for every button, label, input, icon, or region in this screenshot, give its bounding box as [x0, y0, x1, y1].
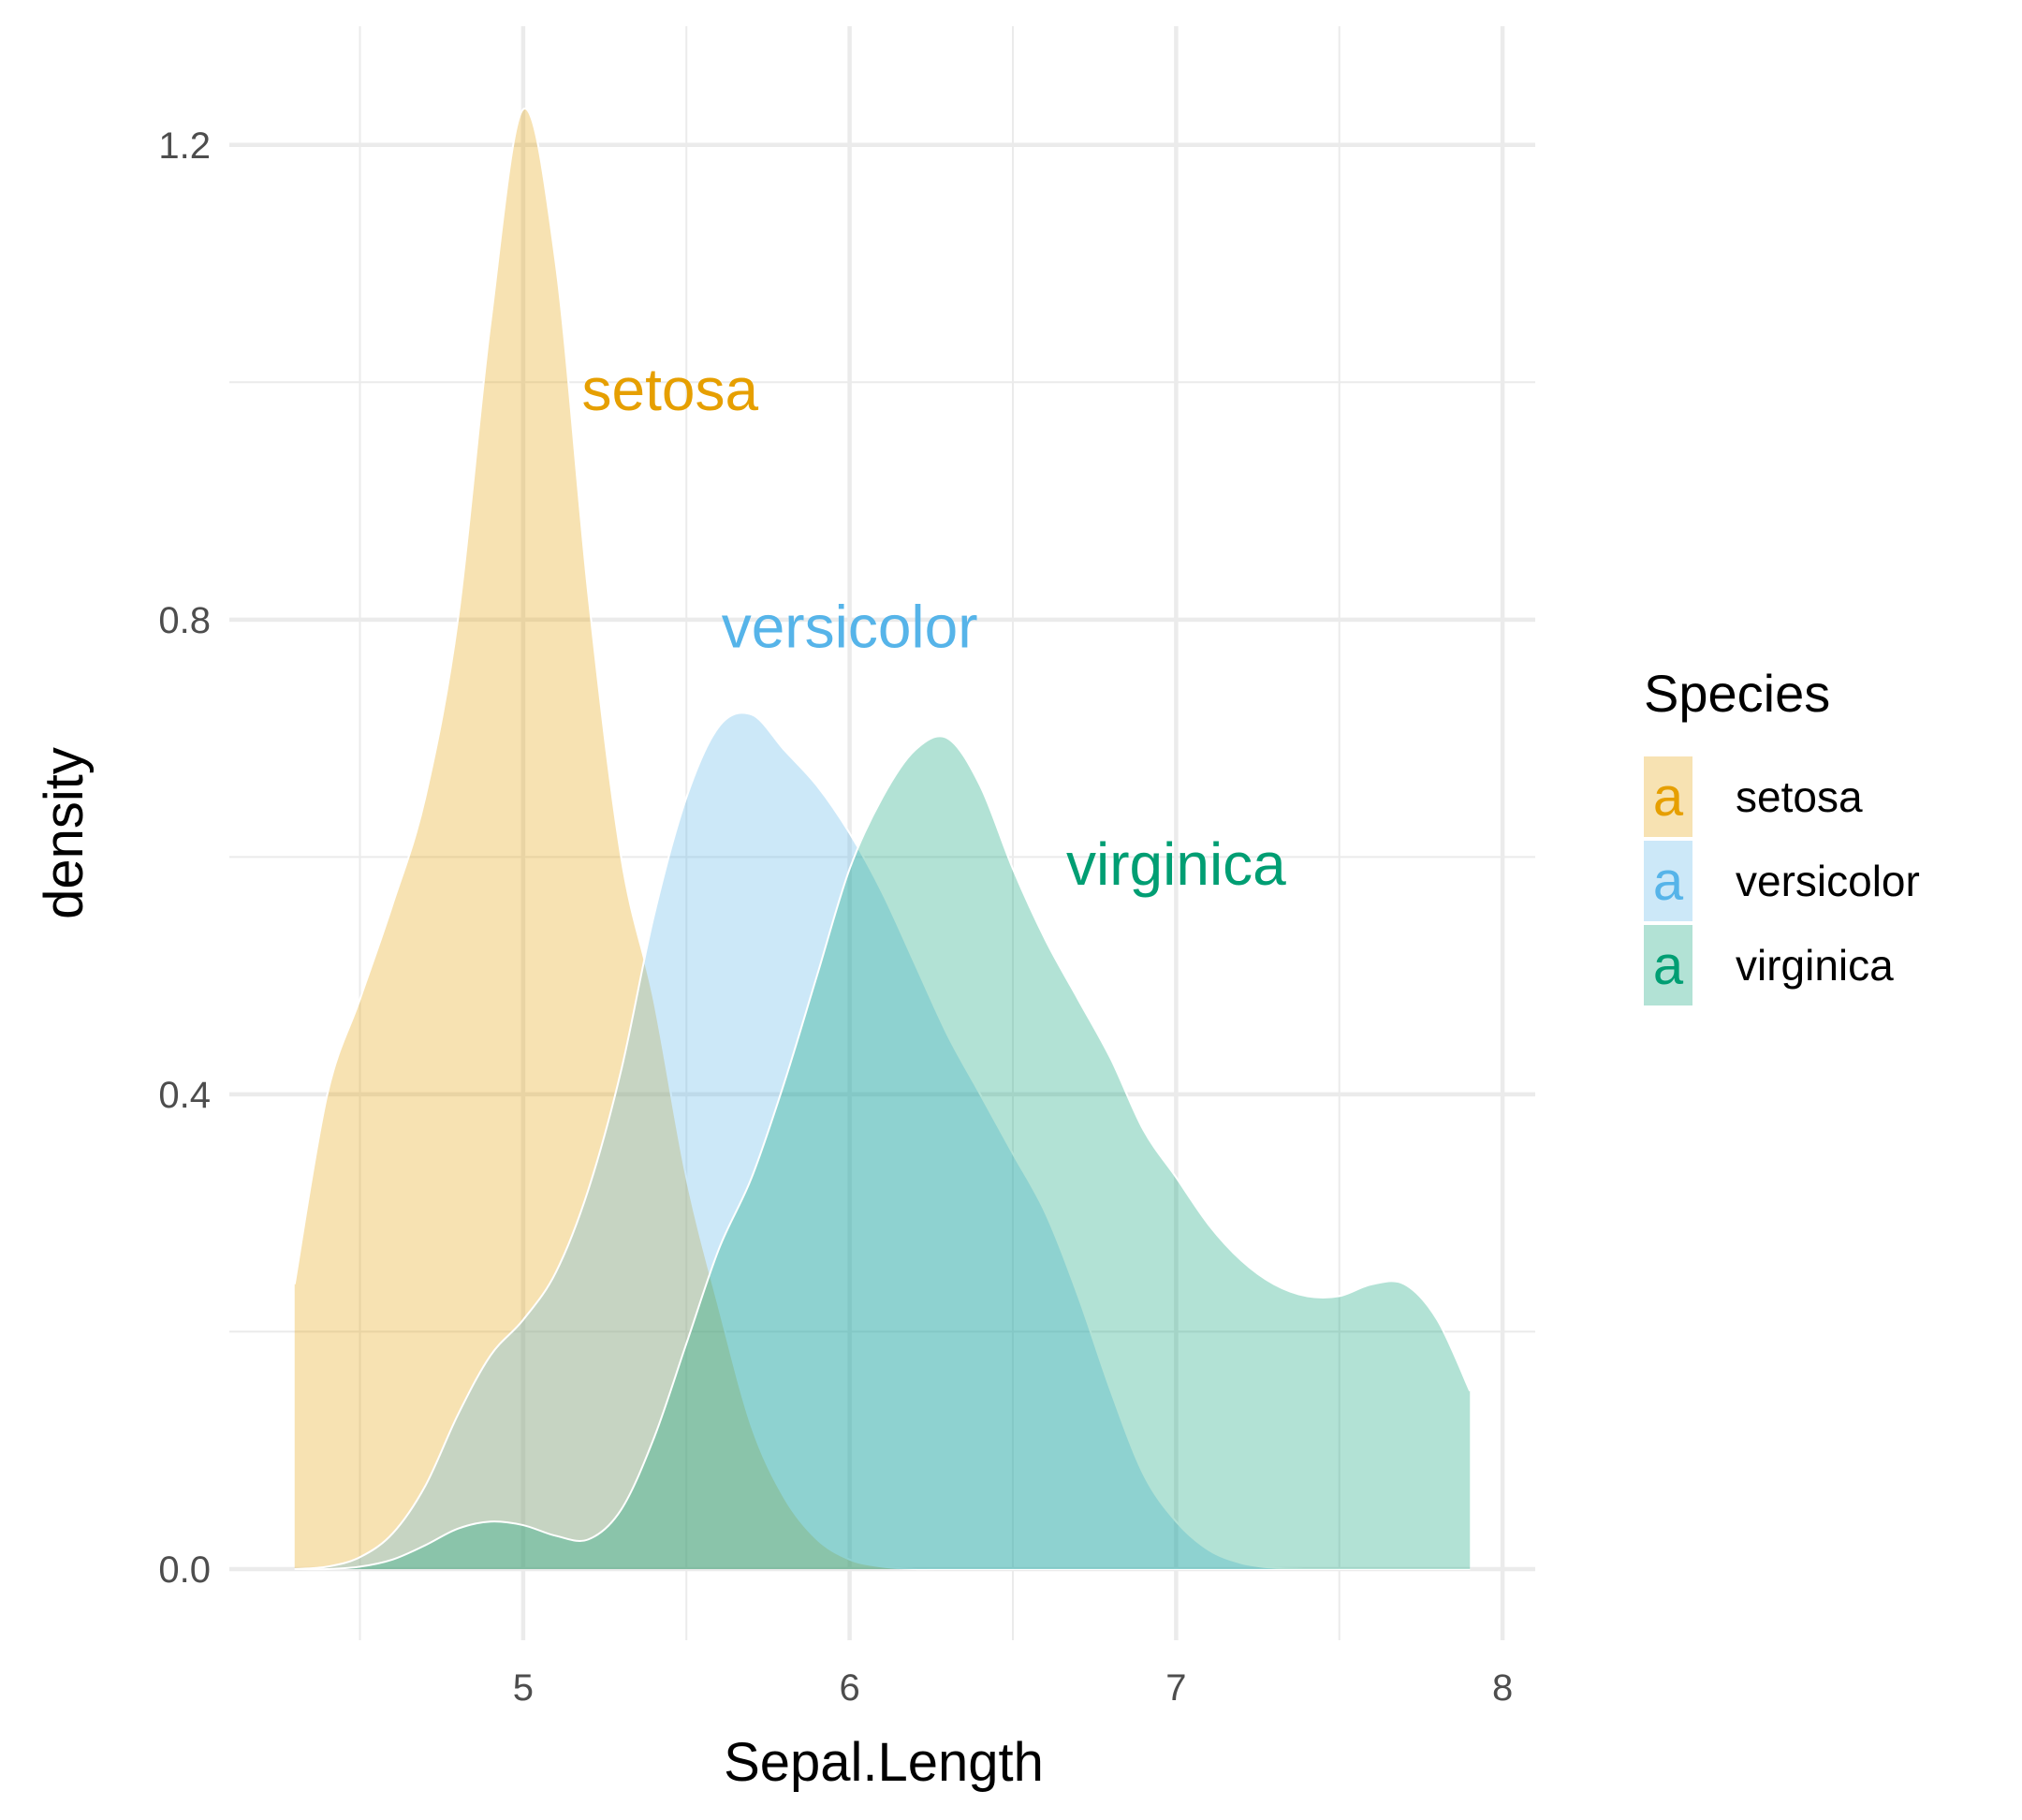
density-area-versicolor	[294, 712, 1471, 1570]
y-tick-label: 1.2	[158, 125, 211, 167]
y-tick-label: 0.8	[158, 600, 211, 641]
y-axis-tick-labels: 0.0 0.4 0.8 1.2	[158, 125, 211, 1591]
legend-label-versicolor: versicolor	[1736, 857, 1920, 905]
legend-item-versicolor: a versicolor	[1644, 841, 1920, 921]
legend-key-versicolor	[1644, 841, 1692, 921]
legend-item-virginica: a virginica	[1644, 925, 1894, 1005]
y-tick-label: 0.4	[158, 1075, 211, 1116]
legend-key-glyph-versicolor: a	[1653, 851, 1684, 912]
annotation-versicolor: versicolor	[722, 593, 978, 660]
legend-label-virginica: virginica	[1736, 941, 1894, 990]
density-outline-setosa	[293, 107, 1471, 1571]
annotation-setosa: setosa	[582, 356, 759, 423]
legend-items: a setosa a versicolor a virginica	[1644, 756, 1920, 1005]
legend-item-setosa: a setosa	[1644, 756, 1863, 837]
legend-key-setosa	[1644, 756, 1692, 837]
y-axis-title: density	[34, 747, 95, 919]
legend-label-setosa: setosa	[1736, 772, 1863, 821]
grid-minor	[229, 26, 1535, 1640]
x-tick-label: 8	[1492, 1667, 1513, 1709]
density-outline-virginica	[294, 735, 1472, 1571]
legend-key-virginica	[1644, 925, 1692, 1005]
x-tick-label: 5	[513, 1667, 534, 1709]
legend-title: Species	[1644, 664, 1830, 723]
annotation-virginica: virginica	[1066, 830, 1286, 898]
legend-key-glyph-virginica: a	[1653, 935, 1684, 996]
density-outline-versicolor	[294, 712, 1471, 1571]
legend-key-glyph-setosa: a	[1653, 767, 1684, 828]
series-annotations: setosa versicolor virginica	[582, 356, 1287, 898]
y-tick-label: 0.0	[158, 1549, 211, 1591]
x-tick-label: 7	[1165, 1667, 1186, 1709]
density-areas	[293, 107, 1472, 1571]
x-axis-title: Sepal.Length	[724, 1732, 1044, 1793]
density-area-virginica	[294, 736, 1471, 1570]
legend: Species a setosa a versicolor a virginica	[1644, 664, 1920, 1005]
x-axis-tick-labels: 5 6 7 8	[513, 1667, 1514, 1709]
x-tick-label: 6	[840, 1667, 860, 1709]
density-area-setosa	[294, 108, 1471, 1570]
